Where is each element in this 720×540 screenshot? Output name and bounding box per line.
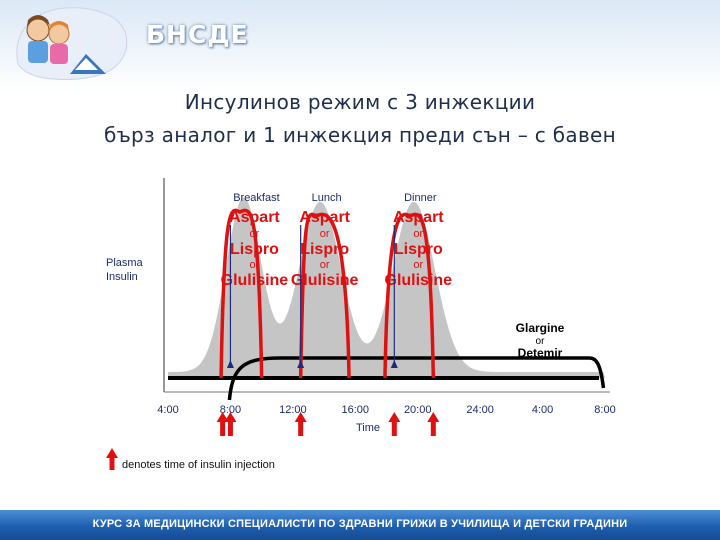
injection-arrow-3: [294, 412, 307, 436]
bolus-label-1-line-2: or: [250, 228, 260, 240]
bolus-label-2-line-2: or: [320, 228, 330, 240]
x-tick-label-8: 8:00: [594, 404, 615, 416]
meal-label-dinner: Dinner: [404, 192, 437, 204]
bolus-label-1-line-5: Glulisine: [221, 272, 289, 289]
physiologic-insulin-profile: [168, 197, 605, 378]
bolus-label-2-line-3: Lispro: [300, 241, 349, 258]
up-arrow-stem: [298, 421, 304, 436]
bolus-label-3-line-1: Aspart: [393, 209, 444, 226]
footer-bar: [0, 510, 720, 540]
bolus-label-1-line-1: Aspart: [229, 209, 280, 226]
organization-name: БНСДЕ: [146, 20, 249, 49]
slide-title-line-1: Инсулинов режим с 3 инжекции: [184, 90, 536, 114]
up-arrow-head: [388, 412, 401, 422]
bolus-label-3-line-2: or: [413, 228, 423, 240]
up-arrow-stem: [109, 457, 115, 470]
up-arrow-head: [216, 412, 229, 422]
arrow-head: [297, 360, 305, 368]
slide-title-line-2: бърз аналог и 1 инжекция преди сън – с б…: [103, 123, 617, 147]
meal-pointer-arrow-2: [297, 225, 305, 368]
legend-injection-arrow: [106, 448, 118, 470]
y-axis-label-line-1: Plasma: [106, 257, 144, 269]
up-arrow-head: [224, 412, 237, 422]
x-tick-label-4: 16:00: [342, 404, 370, 416]
bolus-label-3-line-5: Glulisine: [385, 272, 453, 289]
up-arrow-stem: [391, 421, 397, 436]
injection-arrow-2: [224, 412, 237, 436]
basal-insulin-curve: [227, 356, 606, 401]
injection-arrow-1: [216, 412, 229, 436]
basal-label-line-3: Detemir: [518, 346, 563, 360]
x-tick-label-1: 4:00: [157, 404, 178, 416]
up-arrow-stem: [227, 421, 233, 436]
bolus-label-2-line-5: Glulisine: [291, 272, 359, 289]
bolus-curve-2: [298, 212, 351, 379]
bolus-label-2-line-4: or: [320, 259, 330, 271]
bolus-label-2-line-1: Aspart: [299, 209, 350, 226]
x-tick-label-3: 12:00: [279, 404, 307, 416]
footer-text: КУРС ЗА МЕДИЦИНСКИ СПЕЦИАЛИСТИ ПО ЗДРАВН…: [92, 518, 628, 530]
arrow-head: [390, 360, 398, 368]
logo: [16, 7, 128, 81]
x-tick-label-7: 4:00: [532, 404, 553, 416]
up-arrow-head: [294, 412, 307, 422]
legend-text: denotes time of insulin injection: [122, 459, 275, 471]
basal-label-line-1: Glargine: [516, 321, 565, 335]
bolus-label-3-line-4: or: [413, 259, 423, 271]
y-axis-label-line-2: Insulin: [106, 271, 138, 283]
x-tick-label-2: 8:00: [220, 404, 241, 416]
injection-arrow-4: [388, 412, 401, 436]
up-arrow-stem: [220, 421, 226, 436]
bolus-curve-3: [383, 212, 436, 379]
meal-label-lunch: Lunch: [312, 192, 342, 204]
up-arrow-stem: [430, 421, 436, 436]
up-arrow-head: [106, 448, 118, 458]
bolus-label-1-line-4: or: [250, 259, 260, 271]
bolus-curve-1: [219, 208, 264, 379]
x-tick-label-5: 20:00: [404, 404, 432, 416]
meal-pointer-arrow-3: [390, 225, 398, 368]
up-arrow-head: [427, 412, 440, 422]
meal-pointer-arrow-1: [226, 225, 234, 368]
meal-label-breakfast: Breakfast: [233, 192, 279, 204]
arrow-head: [226, 360, 234, 368]
basal-label-line-2: or: [536, 336, 546, 347]
x-tick-label-6: 24:00: [466, 404, 494, 416]
x-axis-label: Time: [356, 422, 380, 434]
injection-arrow-5: [427, 412, 440, 436]
bolus-label-3-line-3: Lispro: [394, 241, 443, 258]
bolus-label-1-line-3: Lispro: [230, 241, 279, 258]
